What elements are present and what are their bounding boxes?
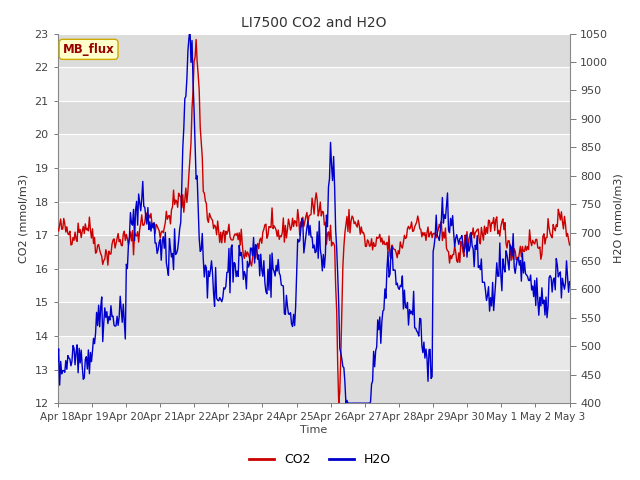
Bar bbox=[58, 101, 570, 134]
Bar bbox=[58, 336, 570, 370]
Y-axis label: CO2 (mmol/m3): CO2 (mmol/m3) bbox=[19, 174, 29, 263]
Bar bbox=[58, 269, 570, 302]
Text: MB_flux: MB_flux bbox=[63, 43, 115, 56]
Bar bbox=[58, 134, 570, 168]
Bar bbox=[58, 168, 570, 202]
Legend: CO2, H2O: CO2, H2O bbox=[244, 448, 396, 471]
Bar bbox=[58, 302, 570, 336]
X-axis label: Time: Time bbox=[300, 425, 327, 435]
Bar bbox=[58, 202, 570, 235]
Y-axis label: H2O (mmol/m3): H2O (mmol/m3) bbox=[614, 174, 623, 263]
Title: LI7500 CO2 and H2O: LI7500 CO2 and H2O bbox=[241, 16, 387, 30]
Bar bbox=[58, 34, 570, 67]
Bar bbox=[58, 370, 570, 403]
Bar bbox=[58, 67, 570, 101]
Bar bbox=[58, 235, 570, 269]
